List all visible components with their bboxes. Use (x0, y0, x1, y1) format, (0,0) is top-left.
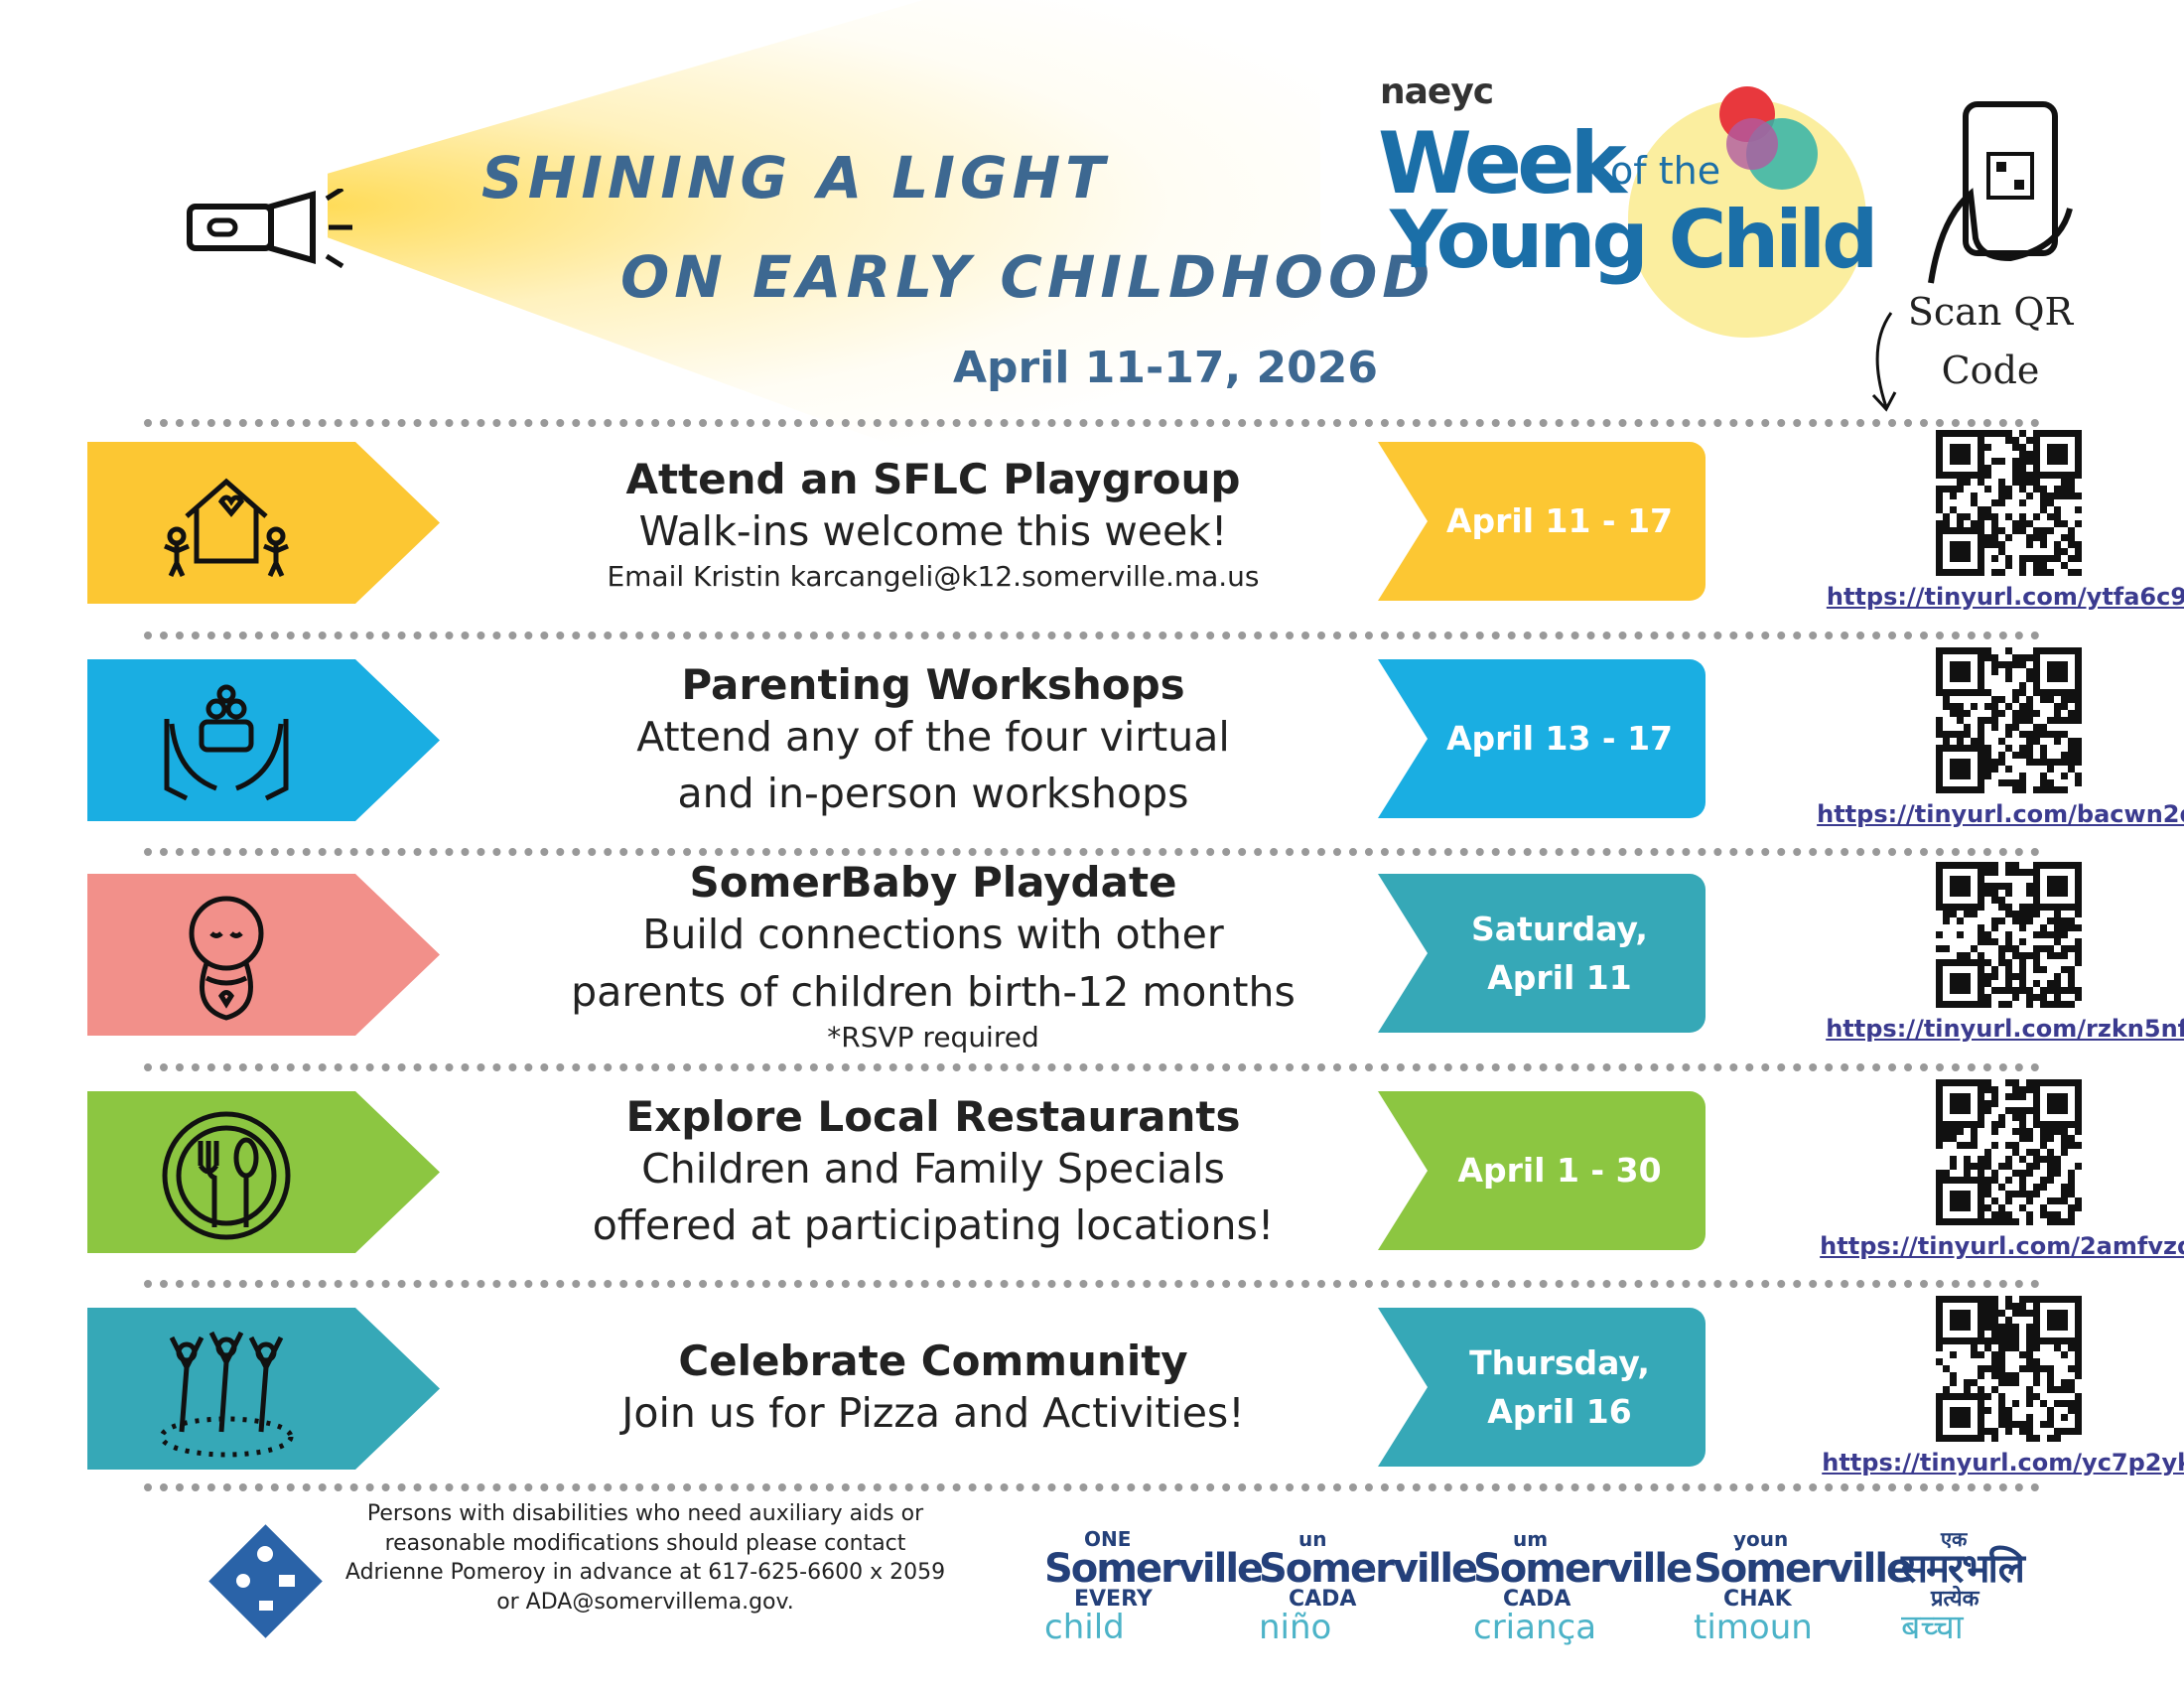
event-description: Attend any of the four virtual and in-pe… (636, 712, 1230, 817)
logo-text: timoun (1694, 1608, 1813, 1647)
event-text: Explore Local Restaurants Children and Fa… (457, 1066, 1410, 1280)
scan-qr-label: Scan QR Code (1907, 290, 2074, 392)
title-line-1: SHINING A LIGHT (481, 144, 1110, 211)
date-tab: April 1 - 30 (1378, 1091, 1706, 1250)
banner-shape (87, 442, 440, 604)
logo-text: एक (1941, 1527, 1968, 1551)
logo-text: um (1513, 1527, 1549, 1551)
qr-graphic (1936, 647, 2082, 793)
qr-graphic (1936, 1079, 2082, 1225)
icon-banner (87, 1308, 440, 1470)
separator (144, 1063, 2040, 1071)
somerville-logo: youn Somerville CHAK timoun (1694, 1527, 1913, 1647)
scan-arrow (1871, 312, 1897, 412)
logo-text: youn (1733, 1527, 1789, 1551)
qr-graphic (1936, 1296, 2082, 1442)
qr-graphic (1936, 862, 2082, 1008)
event-date: April 11 - 17 (1445, 501, 1674, 541)
logo-text: Somerville (1044, 1546, 1264, 1592)
separator (144, 848, 2040, 856)
ada-logo (208, 1524, 323, 1638)
qr-code (1936, 1079, 2082, 1225)
event-note: *RSVP required (827, 1020, 1039, 1054)
event-date: Saturday, April 11 (1471, 909, 1648, 998)
event-title: Celebrate Community (678, 1336, 1188, 1386)
event-text: Attend an SFLC Playgroup Walk-ins welcome… (457, 417, 1410, 631)
qr-url[interactable]: https://tinyurl.com/bacwn2dp (1817, 800, 2184, 828)
logo-of-the: of the (1610, 149, 1721, 193)
qr-code (1936, 1296, 2082, 1442)
somerville-logo: um Somerville CADA criança (1473, 1527, 1693, 1647)
separator (144, 632, 2040, 639)
logo-text: समरभलि (1901, 1546, 2025, 1592)
qr-url[interactable]: https://tinyurl.com/yc7p2yky (1822, 1449, 2184, 1477)
event-title: SomerBaby Playdate (689, 858, 1177, 908)
logo-text: EVERY (1074, 1587, 1153, 1612)
event-description: Children and Family Specials offered at … (592, 1144, 1275, 1249)
event-description: Join us for Pizza and Activities! (621, 1389, 1245, 1438)
banner-shape (87, 874, 440, 1036)
event-description: Walk-ins welcome this week! (638, 506, 1228, 555)
logo-text: criança (1473, 1608, 1597, 1647)
phone-hand-icon (1928, 101, 2073, 284)
event-date: April 1 - 30 (1457, 1151, 1662, 1191)
separator (144, 419, 2040, 427)
somerville-logo: ONE Somerville EVERY child (1044, 1527, 1264, 1647)
icon-banner (87, 659, 440, 821)
event-dates: April 11-17, 2026 (953, 343, 1378, 393)
event-text: Parenting Workshops Attend any of the fou… (457, 634, 1410, 848)
logo-text: CADA (1289, 1587, 1357, 1612)
logo-text: Somerville (1694, 1546, 1913, 1592)
qr-url[interactable]: https://tinyurl.com/ytfa6c9n (1826, 583, 2184, 611)
logo-week: Week (1378, 114, 1627, 213)
logo-text: Somerville (1473, 1546, 1693, 1592)
event-text: Celebrate Community Join us for Pizza and… (457, 1283, 1410, 1496)
qr-code (1936, 430, 2082, 576)
date-tab: April 11 - 17 (1378, 442, 1706, 601)
ada-notice: Persons with disabilities who need auxil… (344, 1501, 946, 1616)
logo-text: Somerville (1259, 1546, 1478, 1592)
logo-text: बच्चा (1901, 1608, 1964, 1647)
logo-org: naeyc (1380, 71, 1494, 112)
icon-banner (87, 1091, 440, 1253)
date-tab: Thursday, April 16 (1378, 1308, 1706, 1467)
banner-shape (87, 1091, 440, 1253)
logo-young-child: Young Child (1390, 194, 1878, 286)
event-title: Explore Local Restaurants (625, 1091, 1241, 1141)
title-line-2: ON EARLY CHILDHOOD (620, 243, 1435, 311)
logo-text: niño (1259, 1608, 1332, 1647)
qr-code (1936, 647, 2082, 793)
event-description: Build connections with other parents of … (571, 911, 1296, 1016)
qr-url[interactable]: https://tinyurl.com/rzkn5nf3 (1826, 1015, 2184, 1043)
event-title: Parenting Workshops (681, 659, 1185, 709)
separator (144, 1280, 2040, 1288)
event-note: Email Kristin karcangeli@k12.somerville.… (607, 560, 1260, 594)
logo-text: child (1044, 1608, 1125, 1647)
event-title: Attend an SFLC Playgroup (625, 454, 1241, 503)
icon-banner (87, 874, 440, 1036)
logo-text: CHAK (1723, 1587, 1792, 1612)
banner-shape (87, 659, 440, 821)
logo-text: CADA (1503, 1587, 1571, 1612)
icon-banner (87, 442, 440, 604)
logo-graphic (1628, 86, 1866, 338)
logo-text: प्रत्येक (1931, 1587, 1979, 1612)
date-tab: Saturday, April 11 (1378, 874, 1706, 1033)
event-date: April 13 - 17 (1445, 719, 1674, 759)
qr-url[interactable]: https://tinyurl.com/2amfvzd9 (1820, 1232, 2184, 1260)
somerville-logo: एक समरभलि प्रत्येक बच्चा (1901, 1527, 2025, 1647)
logo-text: un (1298, 1527, 1327, 1551)
event-text: SomerBaby Playdate Build connections with… (457, 849, 1410, 1062)
separator (144, 1483, 2040, 1491)
qr-code (1936, 862, 2082, 1008)
flashlight-icon (187, 189, 352, 268)
somerville-logo: un Somerville CADA niño (1259, 1527, 1478, 1647)
qr-graphic (1936, 430, 2082, 576)
event-date: Thursday, April 16 (1469, 1342, 1650, 1432)
date-tab: April 13 - 17 (1378, 659, 1706, 818)
logo-text: ONE (1084, 1527, 1132, 1551)
banner-shape (87, 1308, 440, 1470)
